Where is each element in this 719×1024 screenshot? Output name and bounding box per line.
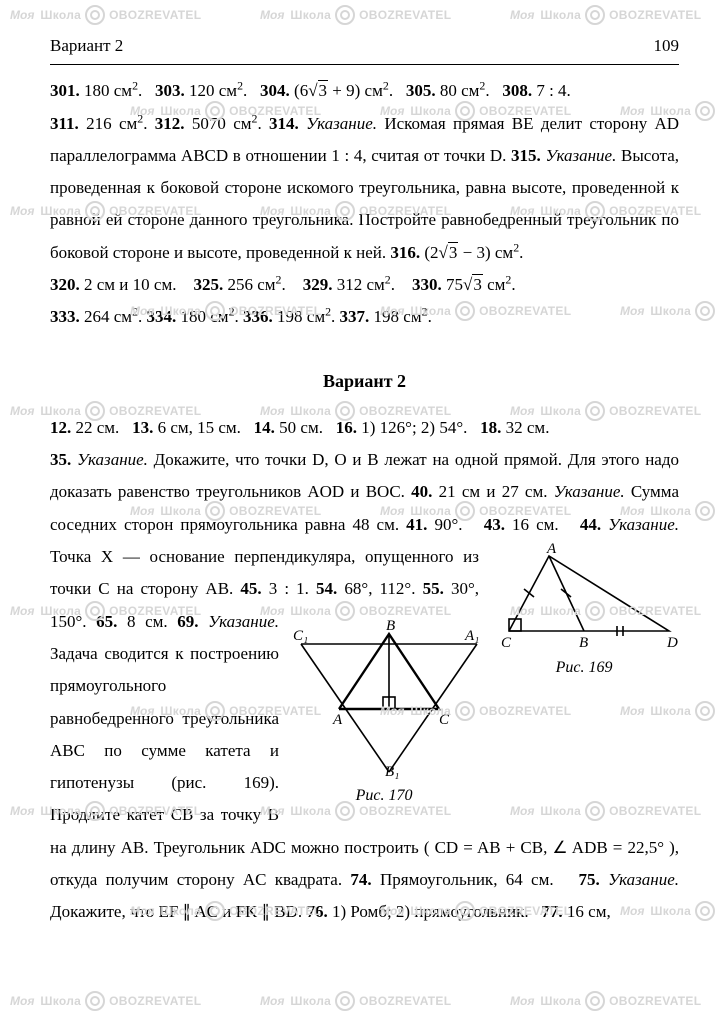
ans-num: 333. — [50, 307, 80, 326]
ans-num: 13. — [132, 418, 153, 437]
header-right: 109 — [654, 30, 680, 62]
ans-num: 65. — [96, 612, 117, 631]
page: Вариант 2 109 301. 180 см2. 303. 120 см2… — [0, 0, 719, 969]
ans-num: 316. — [390, 243, 420, 262]
svg-text:C: C — [501, 635, 512, 651]
figure-170: A B C A₁ B₁ C₁ Рис. 170 — [289, 614, 479, 811]
ans-num: 18. — [480, 418, 501, 437]
ans-num: 320. — [50, 275, 80, 294]
svg-text:A: A — [332, 712, 343, 728]
figure-169-svg: A B C D — [489, 541, 679, 651]
section-title: Вариант 2 — [50, 364, 679, 398]
svg-text:A₁: A₁ — [464, 628, 479, 644]
ans-num: 35. — [50, 450, 71, 469]
ans-num: 311. — [50, 114, 79, 133]
header-left: Вариант 2 — [50, 30, 123, 62]
svg-text:B: B — [386, 618, 395, 634]
ans-num: 74. — [350, 870, 371, 889]
answers-block-2: 12. 22 см. 13. 6 см, 15 см. 14. 50 см. 1… — [50, 412, 679, 929]
page-header: Вариант 2 109 — [50, 30, 679, 65]
ans-num: 301. — [50, 81, 80, 100]
ans-num: 308. — [502, 81, 532, 100]
figure-170-caption: Рис. 170 — [289, 781, 479, 811]
ans-num: 16. — [336, 418, 357, 437]
ans-num: 45. — [240, 579, 261, 598]
ans-num: 55. — [423, 579, 444, 598]
ans-num: 314. — [269, 114, 299, 133]
ans-num: 54. — [316, 579, 337, 598]
figure-170-svg: A B C A₁ B₁ C₁ — [289, 614, 479, 779]
ans-num: 14. — [254, 418, 275, 437]
svg-text:A: A — [546, 541, 557, 557]
ans-num: 76. — [306, 902, 327, 921]
ans-num: 337. — [340, 307, 370, 326]
ans-num: 75. — [579, 870, 600, 889]
ans-num: 41. — [406, 515, 427, 534]
ans-num: 43. — [484, 515, 505, 534]
ans-num: 329. — [303, 275, 333, 294]
ans-num: 305. — [406, 81, 436, 100]
ans-num: 40. — [411, 482, 432, 501]
ans-num: 304. — [260, 81, 290, 100]
svg-text:C: C — [439, 712, 450, 728]
ans-num: 12. — [50, 418, 71, 437]
ans-num: 69. — [177, 612, 198, 631]
ans-num: 303. — [155, 81, 185, 100]
ans-num: 312. — [155, 114, 185, 133]
ans-num: 330. — [412, 275, 442, 294]
ans-num: 334. — [147, 307, 177, 326]
ans-num: 315. — [511, 146, 541, 165]
figure-169-caption: Рис. 169 — [489, 653, 679, 683]
svg-text:B₁: B₁ — [385, 764, 399, 779]
ans-num: 336. — [243, 307, 273, 326]
svg-text:D: D — [666, 635, 678, 651]
svg-text:B: B — [579, 635, 588, 651]
answers-block-1: 301. 180 см2. 303. 120 см2. 304. (63 + 9… — [50, 75, 679, 333]
ans-num: 325. — [193, 275, 223, 294]
svg-text:C₁: C₁ — [293, 628, 308, 644]
figure-169: A B C D Рис. 169 — [489, 541, 679, 683]
ans-num: 77. — [541, 902, 562, 921]
ans-num: 44. — [580, 515, 601, 534]
